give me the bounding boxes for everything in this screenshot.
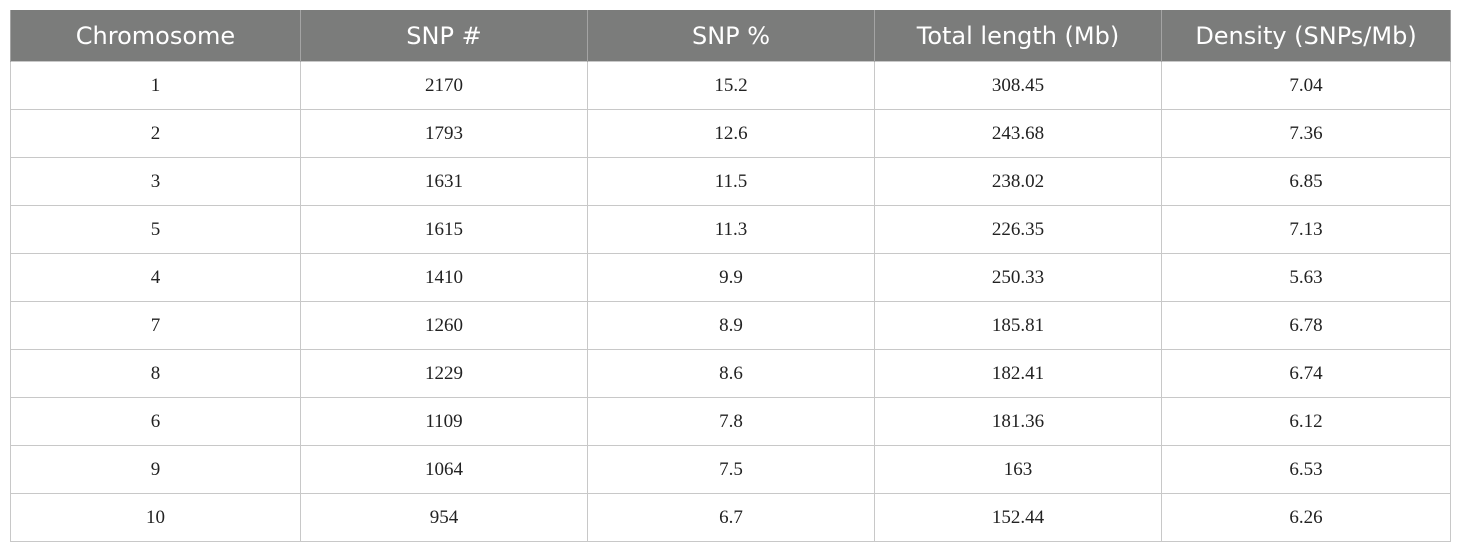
cell-density: 7.36 [1161,109,1451,158]
cell-total-length: 243.68 [874,109,1162,158]
snp-table-container: Chromosome SNP # SNP % Total length (Mb)… [10,10,1451,542]
cell-snp-percent: 11.5 [587,157,875,206]
cell-density: 6.74 [1161,349,1451,398]
cell-snp-percent: 6.7 [587,493,875,542]
cell-total-length: 250.33 [874,253,1162,302]
cell-chromosome: 9 [10,445,301,494]
cell-total-length: 152.44 [874,493,1162,542]
cell-snp-percent: 15.2 [587,61,875,110]
cell-chromosome: 10 [10,493,301,542]
cell-snp-count: 1229 [300,349,588,398]
table-row: 10 954 6.7 152.44 6.26 [10,493,1451,542]
cell-snp-count: 1410 [300,253,588,302]
cell-total-length: 238.02 [874,157,1162,206]
cell-density: 6.78 [1161,301,1451,350]
cell-snp-count: 1260 [300,301,588,350]
cell-snp-percent: 8.9 [587,301,875,350]
cell-density: 5.63 [1161,253,1451,302]
header-row: Chromosome SNP # SNP % Total length (Mb)… [10,10,1451,62]
cell-chromosome: 3 [10,157,301,206]
table-row: 8 1229 8.6 182.41 6.74 [10,349,1451,398]
cell-chromosome: 5 [10,205,301,254]
cell-density: 6.53 [1161,445,1451,494]
header-density: Density (SNPs/Mb) [1161,10,1451,62]
cell-snp-percent: 7.8 [587,397,875,446]
snp-distribution-table: Chromosome SNP # SNP % Total length (Mb)… [10,10,1451,542]
cell-snp-percent: 7.5 [587,445,875,494]
header-snp-percent: SNP % [587,10,875,62]
header-chromosome: Chromosome [10,10,301,62]
cell-density: 7.04 [1161,61,1451,110]
table-row: 3 1631 11.5 238.02 6.85 [10,157,1451,206]
table-row: 7 1260 8.9 185.81 6.78 [10,301,1451,350]
header-total-length: Total length (Mb) [874,10,1162,62]
cell-density: 7.13 [1161,205,1451,254]
header-snp-count: SNP # [300,10,588,62]
cell-snp-count: 1793 [300,109,588,158]
table-row: 6 1109 7.8 181.36 6.12 [10,397,1451,446]
cell-density: 6.12 [1161,397,1451,446]
table-row: 9 1064 7.5 163 6.53 [10,445,1451,494]
cell-total-length: 182.41 [874,349,1162,398]
cell-snp-percent: 9.9 [587,253,875,302]
cell-snp-percent: 8.6 [587,349,875,398]
cell-snp-count: 1109 [300,397,588,446]
cell-snp-percent: 11.3 [587,205,875,254]
table-row: 4 1410 9.9 250.33 5.63 [10,253,1451,302]
cell-total-length: 308.45 [874,61,1162,110]
cell-chromosome: 8 [10,349,301,398]
cell-density: 6.26 [1161,493,1451,542]
cell-chromosome: 4 [10,253,301,302]
cell-snp-count: 1064 [300,445,588,494]
cell-chromosome: 2 [10,109,301,158]
cell-density: 6.85 [1161,157,1451,206]
cell-snp-count: 1631 [300,157,588,206]
cell-snp-count: 1615 [300,205,588,254]
cell-chromosome: 7 [10,301,301,350]
table-row: 2 1793 12.6 243.68 7.36 [10,109,1451,158]
cell-total-length: 163 [874,445,1162,494]
cell-snp-percent: 12.6 [587,109,875,158]
table-row: 1 2170 15.2 308.45 7.04 [10,61,1451,110]
cell-total-length: 185.81 [874,301,1162,350]
cell-total-length: 226.35 [874,205,1162,254]
table-header: Chromosome SNP # SNP % Total length (Mb)… [10,10,1451,62]
cell-chromosome: 6 [10,397,301,446]
cell-total-length: 181.36 [874,397,1162,446]
cell-snp-count: 954 [300,493,588,542]
table-body: 1 2170 15.2 308.45 7.04 2 1793 12.6 243.… [10,61,1451,542]
cell-chromosome: 1 [10,61,301,110]
table-row: 5 1615 11.3 226.35 7.13 [10,205,1451,254]
cell-snp-count: 2170 [300,61,588,110]
